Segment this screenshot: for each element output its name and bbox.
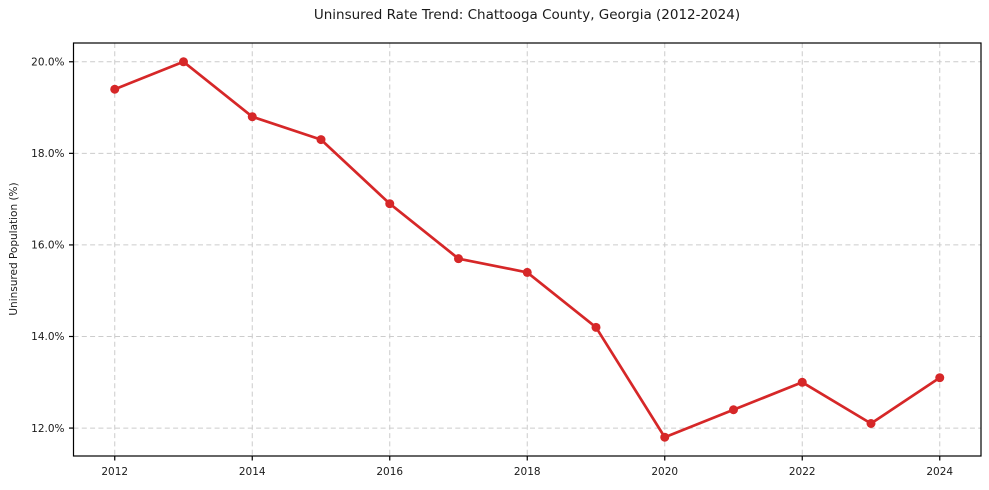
data-point [522,267,532,277]
y-tick-label: 14.0% [31,331,64,343]
x-tick-label: 2020 [651,466,678,478]
data-point [797,377,807,387]
data-point [179,57,188,67]
x-tick-label: 2016 [376,466,403,478]
y-tick-label: 16.0% [31,240,64,252]
x-tick-label: 2018 [514,466,541,478]
y-tick-label: 18.0% [31,148,64,160]
data-point [935,373,945,383]
data-point [110,84,120,94]
data-point [660,432,670,442]
data-point [385,199,395,209]
data-point [454,254,463,264]
x-tick-label: 2022 [789,466,816,478]
y-axis-label: Uninsured Population (%) [8,182,20,316]
data-point [729,405,738,415]
y-tick-label: 20.0% [31,56,64,68]
y-tick-label: 12.0% [31,423,64,435]
data-point [247,112,257,122]
data-point [866,418,876,428]
data-point [316,135,326,145]
x-tick-label: 2014 [239,466,266,478]
data-point [591,322,601,332]
chart-title: Uninsured Rate Trend: Chattooga County, … [313,7,741,23]
x-tick-label: 2012 [101,466,128,478]
x-tick-label: 2024 [926,466,953,478]
